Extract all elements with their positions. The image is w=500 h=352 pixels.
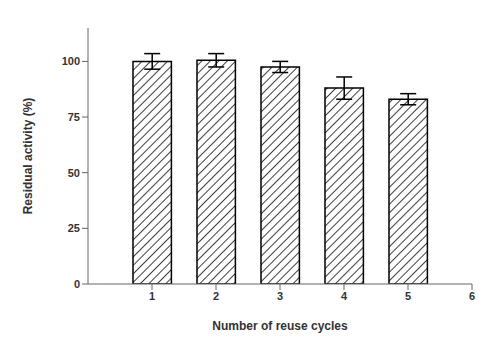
svg-text:1: 1 [149, 290, 155, 302]
svg-text:50: 50 [68, 167, 80, 179]
svg-text:2: 2 [213, 290, 219, 302]
svg-text:0: 0 [74, 278, 80, 290]
svg-text:75: 75 [68, 111, 80, 123]
svg-text:25: 25 [68, 222, 80, 234]
svg-text:4: 4 [341, 290, 348, 302]
svg-text:6: 6 [469, 290, 475, 302]
svg-text:100: 100 [62, 55, 80, 67]
svg-text:3: 3 [277, 290, 283, 302]
svg-text:Residual activity (%): Residual activity (%) [21, 98, 35, 215]
svg-text:Number of reuse cycles: Number of reuse cycles [212, 319, 348, 333]
svg-text:5: 5 [405, 290, 411, 302]
